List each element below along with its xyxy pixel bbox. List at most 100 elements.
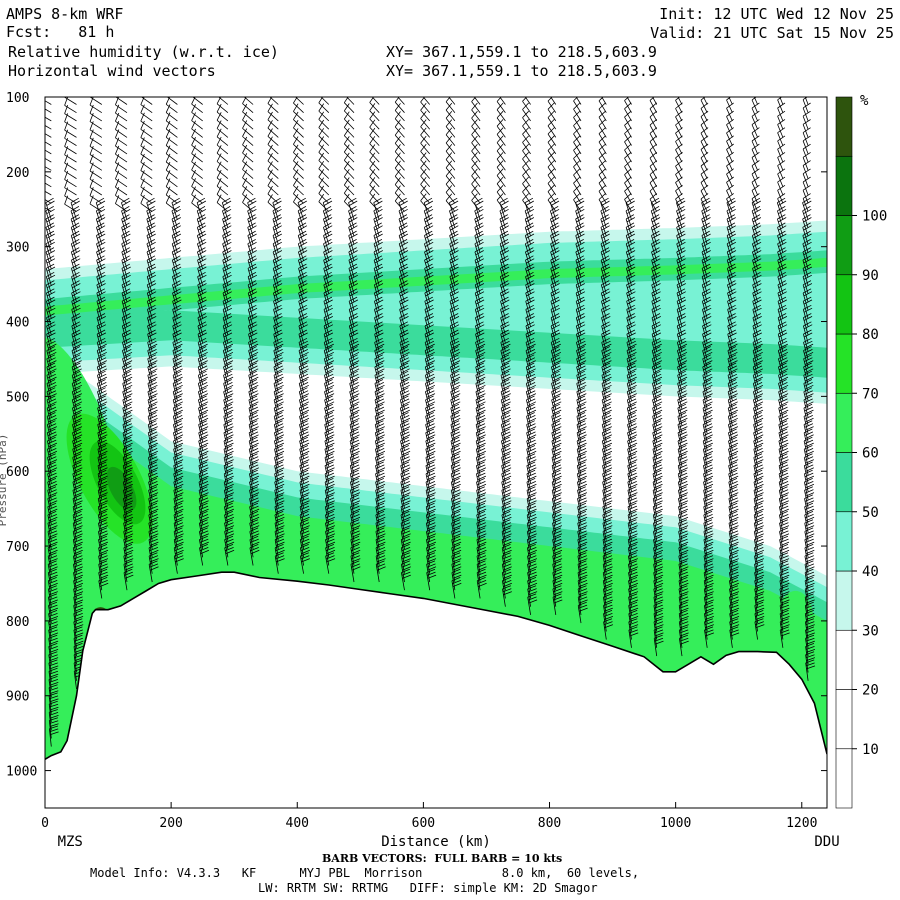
- wind-barb: [400, 461, 411, 484]
- wind-barb: [602, 519, 613, 541]
- wind-barb: [369, 111, 380, 130]
- wind-barb: [140, 137, 153, 155]
- wind-barb: [148, 560, 159, 583]
- wind-barb: [778, 461, 789, 484]
- wind-barb: [123, 535, 134, 558]
- wind-barb: [653, 634, 664, 657]
- wind-barb: [602, 445, 613, 467]
- wind-barb: [624, 151, 632, 171]
- colorbar-tick-label: 60: [862, 446, 879, 462]
- wind-barb: [325, 527, 336, 550]
- wind-barb: [89, 97, 103, 114]
- wind-barb: [97, 469, 108, 492]
- wind-barb: [476, 494, 487, 517]
- wind-barb: [73, 577, 84, 599]
- colorbar-segment: [835, 333, 853, 394]
- wind-barb: [804, 535, 815, 558]
- wind-barb: [476, 478, 487, 500]
- wind-barb: [803, 453, 814, 476]
- wind-barb: [651, 346, 662, 369]
- wind-barb: [602, 469, 613, 492]
- wind-barb: [702, 370, 713, 393]
- wind-barb: [649, 168, 658, 187]
- wind-barb: [425, 511, 436, 533]
- wind-barb: [400, 486, 411, 508]
- wind-barb: [89, 178, 103, 196]
- wind-barb: [653, 527, 663, 550]
- wind-barb: [426, 568, 437, 591]
- wind-barb: [369, 103, 380, 122]
- wind-barb: [678, 527, 689, 550]
- wind-barb: [224, 519, 235, 541]
- wind-barb: [46, 403, 57, 426]
- wind-barb: [677, 395, 688, 418]
- x-tick-label: 0: [41, 816, 49, 831]
- wind-barb: [450, 486, 461, 508]
- wind-barb: [602, 535, 613, 558]
- wind-barb: [777, 337, 788, 360]
- wind-barb: [752, 337, 763, 360]
- wind-barb: [501, 568, 512, 591]
- wind-barb: [318, 152, 330, 171]
- wind-barb: [374, 337, 385, 360]
- wind-barb: [522, 176, 531, 196]
- wind-barb: [198, 461, 209, 484]
- wind-barb: [602, 560, 613, 583]
- wind-barb: [627, 445, 638, 467]
- wind-barb: [343, 127, 355, 146]
- wind-barb: [248, 420, 259, 443]
- wind-barb: [248, 436, 259, 459]
- wind-barb: [805, 643, 816, 665]
- wind-barb: [224, 502, 235, 525]
- wind-barb: [496, 127, 506, 146]
- wind-barb: [325, 519, 336, 541]
- wind-barb: [97, 445, 108, 467]
- wind-barb: [274, 436, 285, 459]
- wind-barb: [64, 154, 77, 171]
- wind-barb: [165, 161, 178, 179]
- wind-barb: [471, 160, 481, 179]
- wind-barb: [148, 469, 159, 492]
- wind-barb: [318, 119, 330, 138]
- wind-barb: [248, 346, 259, 369]
- wind-barb: [778, 354, 789, 377]
- wind-barb: [72, 412, 83, 434]
- wind-barb: [47, 568, 58, 591]
- wind-barb: [577, 568, 588, 591]
- wind-barb: [172, 362, 183, 385]
- wind-barb: [675, 184, 683, 204]
- wind-barb: [273, 370, 284, 393]
- wind-barb: [375, 527, 386, 550]
- wind-barb: [653, 519, 663, 541]
- wind-barb: [216, 136, 229, 155]
- wind-barb: [350, 552, 361, 574]
- wind-barb: [603, 593, 613, 615]
- wind-barb: [677, 428, 688, 451]
- wind-barb: [293, 144, 304, 163]
- wind-barb: [46, 379, 57, 401]
- wind-barb: [216, 153, 229, 171]
- wind-barb: [425, 461, 436, 484]
- y-tick-label: 300: [6, 241, 29, 256]
- wind-barb: [197, 337, 208, 360]
- wind-barb: [324, 412, 335, 434]
- wind-barb: [349, 379, 360, 401]
- wind-barb: [64, 97, 77, 105]
- wind-barb: [425, 403, 436, 426]
- wind-barb: [148, 502, 159, 525]
- wind-barb: [703, 527, 714, 550]
- wind-barb: [374, 420, 385, 443]
- wind-barb: [172, 403, 183, 426]
- terrain-line: [45, 571, 827, 761]
- wind-barb: [652, 511, 663, 533]
- wind-barb: [804, 469, 815, 492]
- wind-barb: [324, 395, 335, 418]
- wind-barb: [223, 403, 234, 426]
- wind-barb: [702, 346, 713, 369]
- wind-barb: [702, 387, 713, 410]
- wind-barb: [122, 453, 133, 476]
- wind-barb: [248, 403, 259, 426]
- wind-barb: [123, 486, 134, 508]
- wind-barb: [424, 362, 435, 385]
- wind-barb: [343, 152, 355, 171]
